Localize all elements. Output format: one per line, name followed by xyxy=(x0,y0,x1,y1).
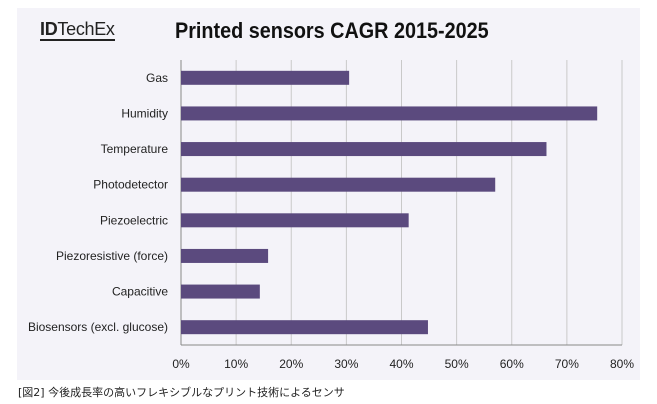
category-label: Photodetector xyxy=(93,178,168,192)
bar xyxy=(181,213,409,228)
idtechex-logo: IDTechEx xyxy=(40,19,115,41)
bar xyxy=(181,142,547,157)
category-label: Biosensors (excl. glucose) xyxy=(28,320,168,334)
x-tick-label: 40% xyxy=(389,357,413,371)
bar xyxy=(181,248,269,263)
category-label: Humidity xyxy=(121,106,168,120)
chart-title: Printed sensors CAGR 2015-2025 xyxy=(175,18,489,43)
x-tick-label: 50% xyxy=(445,357,469,371)
x-tick-label: 70% xyxy=(555,357,579,371)
category-label: Piezoelectric xyxy=(100,213,168,227)
x-tick-label: 60% xyxy=(500,357,524,371)
bar xyxy=(181,70,350,85)
logo-bold-text: ID xyxy=(40,19,58,39)
bar xyxy=(181,177,496,192)
category-label: Gas xyxy=(146,71,168,85)
category-label: Capacitive xyxy=(112,285,168,299)
chart-figure xyxy=(17,8,640,380)
bars xyxy=(181,70,598,335)
x-tick-label: 20% xyxy=(279,357,303,371)
x-tick-labels: 0% 10% 20% 30% 40% 50% 60% 70% 80% xyxy=(172,357,634,371)
category-labels: Gas Humidity Temperature Photodetector Piezo… xyxy=(28,71,168,334)
x-tick-label: 10% xyxy=(224,357,248,371)
bar xyxy=(181,106,598,121)
bar xyxy=(181,284,260,299)
category-label: Piezoresistive (force) xyxy=(56,249,168,263)
bar xyxy=(181,320,428,335)
grid-lines xyxy=(180,60,623,346)
figure-caption: [図2] 今後成長率の高いフレキシブルなプリント技術によるセンサ xyxy=(18,386,345,399)
logo-rest-text: TechEx xyxy=(57,19,115,39)
x-tick-label: 30% xyxy=(334,357,358,371)
x-tick-label: 0% xyxy=(172,357,190,371)
category-label: Temperature xyxy=(101,142,169,156)
x-tick-label: 80% xyxy=(610,357,634,371)
